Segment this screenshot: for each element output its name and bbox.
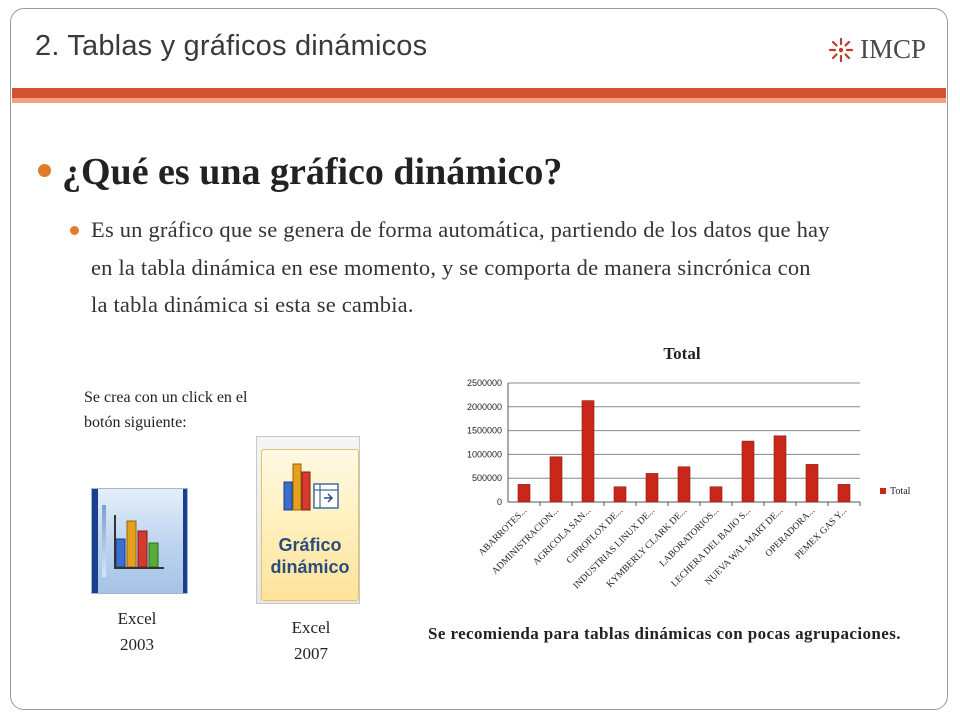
bar <box>773 435 787 503</box>
y-tick-label: 1000000 <box>467 449 502 459</box>
bullet-icon <box>38 164 51 177</box>
chart-title: Total <box>663 344 700 363</box>
x-tick-label: CIPROFLOX DE... <box>565 506 625 566</box>
bar <box>677 466 691 503</box>
bar-chart-icon <box>114 515 164 569</box>
excel2003-label-line2: 2003 <box>120 635 154 654</box>
imcp-logo: IMCP <box>828 34 926 65</box>
legend-swatch <box>880 488 886 494</box>
y-tick-label: 500000 <box>472 473 502 483</box>
y-tick-label: 2500000 <box>467 378 502 388</box>
toolbar-edge <box>92 489 98 593</box>
creation-note: Se crea con un click en el botón siguien… <box>84 389 248 431</box>
sub-bullet-icon <box>70 226 79 235</box>
definition-paragraph: Es un gráfico que se genera de forma aut… <box>91 217 830 317</box>
pivot-bar-chart: Total 0 500000 1000000 1500000 2000000 2500000… <box>467 344 911 591</box>
ribbon-button-label: Gráfico dinámico <box>270 535 350 577</box>
bar <box>837 484 851 503</box>
excel2003-chart-button <box>91 488 188 594</box>
bar <box>613 486 627 503</box>
recommendation-text: Se recomienda para tablas dinámicas con … <box>428 624 901 643</box>
title-accent-bar <box>12 88 946 98</box>
bar <box>645 473 659 503</box>
bar <box>581 400 595 503</box>
section-heading: ¿Qué es una gráfico dinámico? <box>62 151 563 193</box>
excel2007-label: Excel 2007 <box>271 615 351 667</box>
toolbar-separator <box>102 505 106 577</box>
excel2003-label-line1: Excel <box>117 609 157 628</box>
logo-text: IMCP <box>860 34 927 64</box>
bar <box>741 440 755 503</box>
y-tick-label: 0 <box>497 497 502 507</box>
bar <box>709 486 723 503</box>
excel2003-label: Excel 2003 <box>97 606 177 658</box>
title-accent-bar-light <box>12 98 946 103</box>
excel2007-pivot-chart-button: Gráfico dinámico <box>256 436 360 604</box>
x-tick-label: AGRICOLA SAN... <box>532 506 594 568</box>
toolbar-edge <box>183 489 187 593</box>
legend-label: Total <box>890 486 911 497</box>
bar <box>549 456 563 503</box>
slide-title: 2. Tablas y gráficos dinámicos <box>35 30 428 62</box>
ribbon-button-face: Gráfico dinámico <box>261 449 359 601</box>
imcp-emblem-icon <box>828 37 854 62</box>
y-tick-label: 1500000 <box>467 426 502 436</box>
pivot-chart-icon <box>283 463 339 511</box>
excel2007-label-line2: 2007 <box>294 644 328 663</box>
bar <box>517 484 531 503</box>
y-tick-label: 2000000 <box>467 402 502 412</box>
x-tick-label: LABORATORIOS... <box>658 506 721 569</box>
bar <box>805 464 819 503</box>
excel2007-label-line1: Excel <box>291 618 331 637</box>
